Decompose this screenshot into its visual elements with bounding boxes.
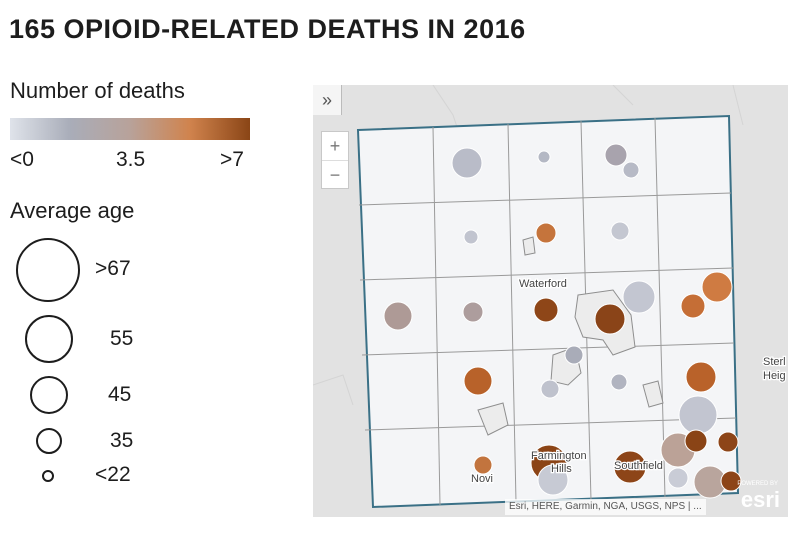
age-circle-large bbox=[16, 238, 80, 302]
bubble bbox=[383, 301, 413, 331]
bubble bbox=[604, 143, 628, 167]
bubble bbox=[462, 301, 484, 323]
map-panel[interactable]: Waterford Farmington Hills Southfield No… bbox=[313, 85, 788, 517]
bubble bbox=[463, 366, 493, 396]
age-legend-heading: Average age bbox=[10, 198, 135, 223]
page-title: 165 OPIOID-RELATED DEATHS IN 2016 bbox=[9, 14, 526, 44]
zoom-control: + − bbox=[321, 131, 349, 189]
bubble bbox=[594, 303, 626, 335]
bubble bbox=[684, 429, 708, 453]
place-label-farmington: Farmington bbox=[531, 450, 587, 462]
bubble bbox=[564, 345, 584, 365]
age-label-55: 55 bbox=[110, 327, 134, 350]
age-label-35: 35 bbox=[110, 429, 134, 452]
bubble bbox=[667, 467, 689, 489]
place-label-novi: Novi bbox=[471, 473, 493, 485]
bubble bbox=[701, 271, 733, 303]
bubble bbox=[610, 373, 628, 391]
bubble bbox=[537, 464, 569, 496]
township-grid bbox=[358, 117, 737, 506]
zoom-in-button[interactable]: + bbox=[322, 132, 348, 161]
map-attribution[interactable]: Esri, HERE, Garmin, NGA, USGS, NPS | ... bbox=[505, 499, 706, 515]
collapse-panel-icon[interactable]: » bbox=[313, 85, 342, 115]
bubble bbox=[622, 280, 656, 314]
bubble bbox=[451, 147, 483, 179]
bubble bbox=[537, 150, 551, 164]
bubble bbox=[540, 379, 560, 399]
place-label-southfield: Southfield bbox=[614, 460, 663, 472]
deaths-color-ramp bbox=[10, 118, 250, 140]
place-label-hills: Hills bbox=[551, 463, 572, 475]
bubble bbox=[685, 361, 717, 393]
age-label-67: >67 bbox=[95, 257, 131, 280]
age-circle-35 bbox=[36, 428, 62, 454]
bubble bbox=[463, 229, 479, 245]
bubble bbox=[535, 222, 557, 244]
bubble bbox=[473, 455, 493, 475]
bubble bbox=[610, 221, 630, 241]
age-circle-22 bbox=[42, 470, 54, 482]
zoom-out-button[interactable]: − bbox=[329, 165, 341, 185]
age-circle-45 bbox=[30, 376, 68, 414]
esri-logo[interactable]: esri bbox=[740, 487, 780, 512]
deaths-max-label: >7 bbox=[220, 148, 244, 171]
bubble bbox=[678, 395, 718, 435]
place-label-sterl: Sterl bbox=[763, 356, 786, 368]
bubble bbox=[622, 161, 640, 179]
map-canvas[interactable]: Waterford Farmington Hills Southfield No… bbox=[313, 85, 788, 517]
age-label-22: <22 bbox=[95, 463, 131, 486]
death-bubbles bbox=[383, 143, 742, 499]
age-circle-55 bbox=[25, 315, 73, 363]
bubble bbox=[533, 297, 559, 323]
bubble bbox=[613, 450, 647, 484]
deaths-min-label: <0 bbox=[10, 148, 34, 171]
bubble bbox=[680, 293, 706, 319]
bubble bbox=[720, 470, 742, 492]
deaths-mid-label: 3.5 bbox=[116, 148, 146, 171]
age-label-45: 45 bbox=[108, 383, 132, 406]
place-label-waterford: Waterford bbox=[519, 278, 567, 290]
powered-by-label: POWERED BY bbox=[737, 481, 778, 487]
bubble bbox=[717, 431, 739, 453]
deaths-legend-heading: Number of deaths bbox=[10, 78, 185, 103]
place-label-heig: Heig bbox=[763, 370, 786, 382]
